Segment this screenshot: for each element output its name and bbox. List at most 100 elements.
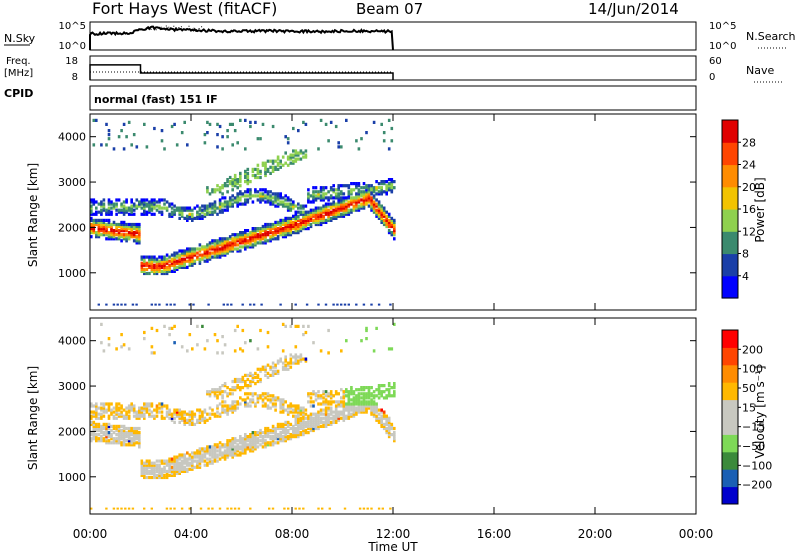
power-cell (247, 172, 250, 175)
vel-cell (312, 341, 315, 344)
power-cell (315, 207, 318, 210)
vel-cell (393, 427, 396, 430)
vel-cell (173, 409, 176, 412)
power-cell (146, 145, 149, 148)
power-cell (383, 131, 386, 134)
vel-cell (259, 394, 262, 397)
vel-cell (370, 398, 373, 401)
vel-cell (110, 402, 113, 405)
vel-cell (257, 347, 260, 350)
power-cell (229, 196, 232, 199)
power-cell (209, 211, 212, 214)
power-cell (141, 256, 144, 259)
power-cell (373, 121, 376, 124)
power-cell (143, 198, 146, 201)
power-cell (279, 200, 282, 203)
vel-cell (305, 409, 308, 412)
y-tick-label: 4000 (58, 335, 86, 348)
power-cell (105, 209, 108, 212)
vel-cell (103, 402, 106, 405)
x-tick-label: 20:00 (578, 527, 613, 541)
power-cell (355, 139, 358, 142)
vel-cell (133, 427, 136, 430)
vel-cell (191, 451, 194, 454)
power-cell (105, 219, 108, 222)
power-cell (226, 184, 229, 187)
vel-cell (186, 468, 189, 471)
vel-cell (290, 366, 293, 369)
vel-cell (214, 413, 217, 416)
power-cell (282, 196, 285, 199)
power-cell (151, 304, 153, 306)
vel-cell (295, 508, 297, 510)
vel-cell (113, 425, 116, 428)
power-cell (216, 184, 219, 187)
power-cell (292, 160, 295, 163)
vel-cell (168, 327, 171, 330)
vel-cell (117, 508, 119, 510)
power-cell (95, 200, 98, 203)
power-cell (325, 203, 328, 206)
power-cell (186, 260, 189, 263)
vel-cell (249, 380, 252, 383)
vel-cell (247, 443, 250, 446)
power-cell (166, 304, 168, 306)
freq-left-tick-bottom: 8 (72, 72, 78, 83)
power-cell (148, 200, 151, 203)
vel-cell (284, 421, 287, 424)
power-cell (393, 219, 396, 222)
power-cell (244, 147, 247, 150)
vel-cell (279, 423, 282, 426)
power-cell (272, 125, 275, 128)
vel-cell (267, 376, 270, 379)
vel-cell (138, 431, 141, 434)
power-cell (117, 304, 119, 306)
power-cell (186, 207, 189, 210)
power-cell (284, 203, 287, 206)
power-cell (123, 233, 126, 236)
vel-cell (269, 441, 272, 444)
vel-cell (186, 349, 189, 352)
vel-cell (269, 398, 272, 401)
cpid-label: CPID (4, 87, 33, 100)
freq-right-tick-top: 60 (709, 56, 722, 67)
vel-cell (322, 417, 325, 420)
vel-cell (191, 411, 194, 414)
power-cell (136, 198, 139, 201)
vel-cell (343, 390, 346, 393)
vel-cell (209, 390, 212, 393)
power-cell (125, 233, 128, 236)
power-cell (207, 304, 209, 306)
vel-cell (252, 392, 255, 395)
vel-cell (297, 360, 300, 363)
power-cell (183, 217, 186, 220)
power-cell (95, 231, 98, 234)
vel-cell (239, 378, 242, 381)
vel-cell (216, 394, 219, 397)
power-cell (247, 194, 250, 197)
power-cell (161, 270, 164, 273)
power-cell (214, 188, 217, 191)
vel-cell (128, 427, 131, 430)
vel-cell (100, 425, 103, 428)
vel-cell (189, 411, 192, 414)
power-cell (226, 135, 229, 138)
power-cell (257, 176, 260, 179)
vel-cell (204, 409, 207, 412)
vel-cell (350, 386, 353, 389)
vel-cell (391, 386, 394, 389)
power-cell (388, 178, 391, 181)
time-axis-label: Time UT (367, 540, 418, 554)
power-cell (383, 180, 386, 183)
vel-cell (118, 425, 121, 428)
vel-cell (226, 392, 229, 395)
vel-cell (389, 508, 391, 510)
power-cell (148, 256, 151, 259)
vel-cell (282, 362, 285, 365)
vel-cell (206, 445, 209, 448)
power-cell (343, 184, 346, 187)
power-cell (168, 213, 171, 216)
power-cell (262, 192, 265, 195)
power-cell (148, 272, 151, 275)
